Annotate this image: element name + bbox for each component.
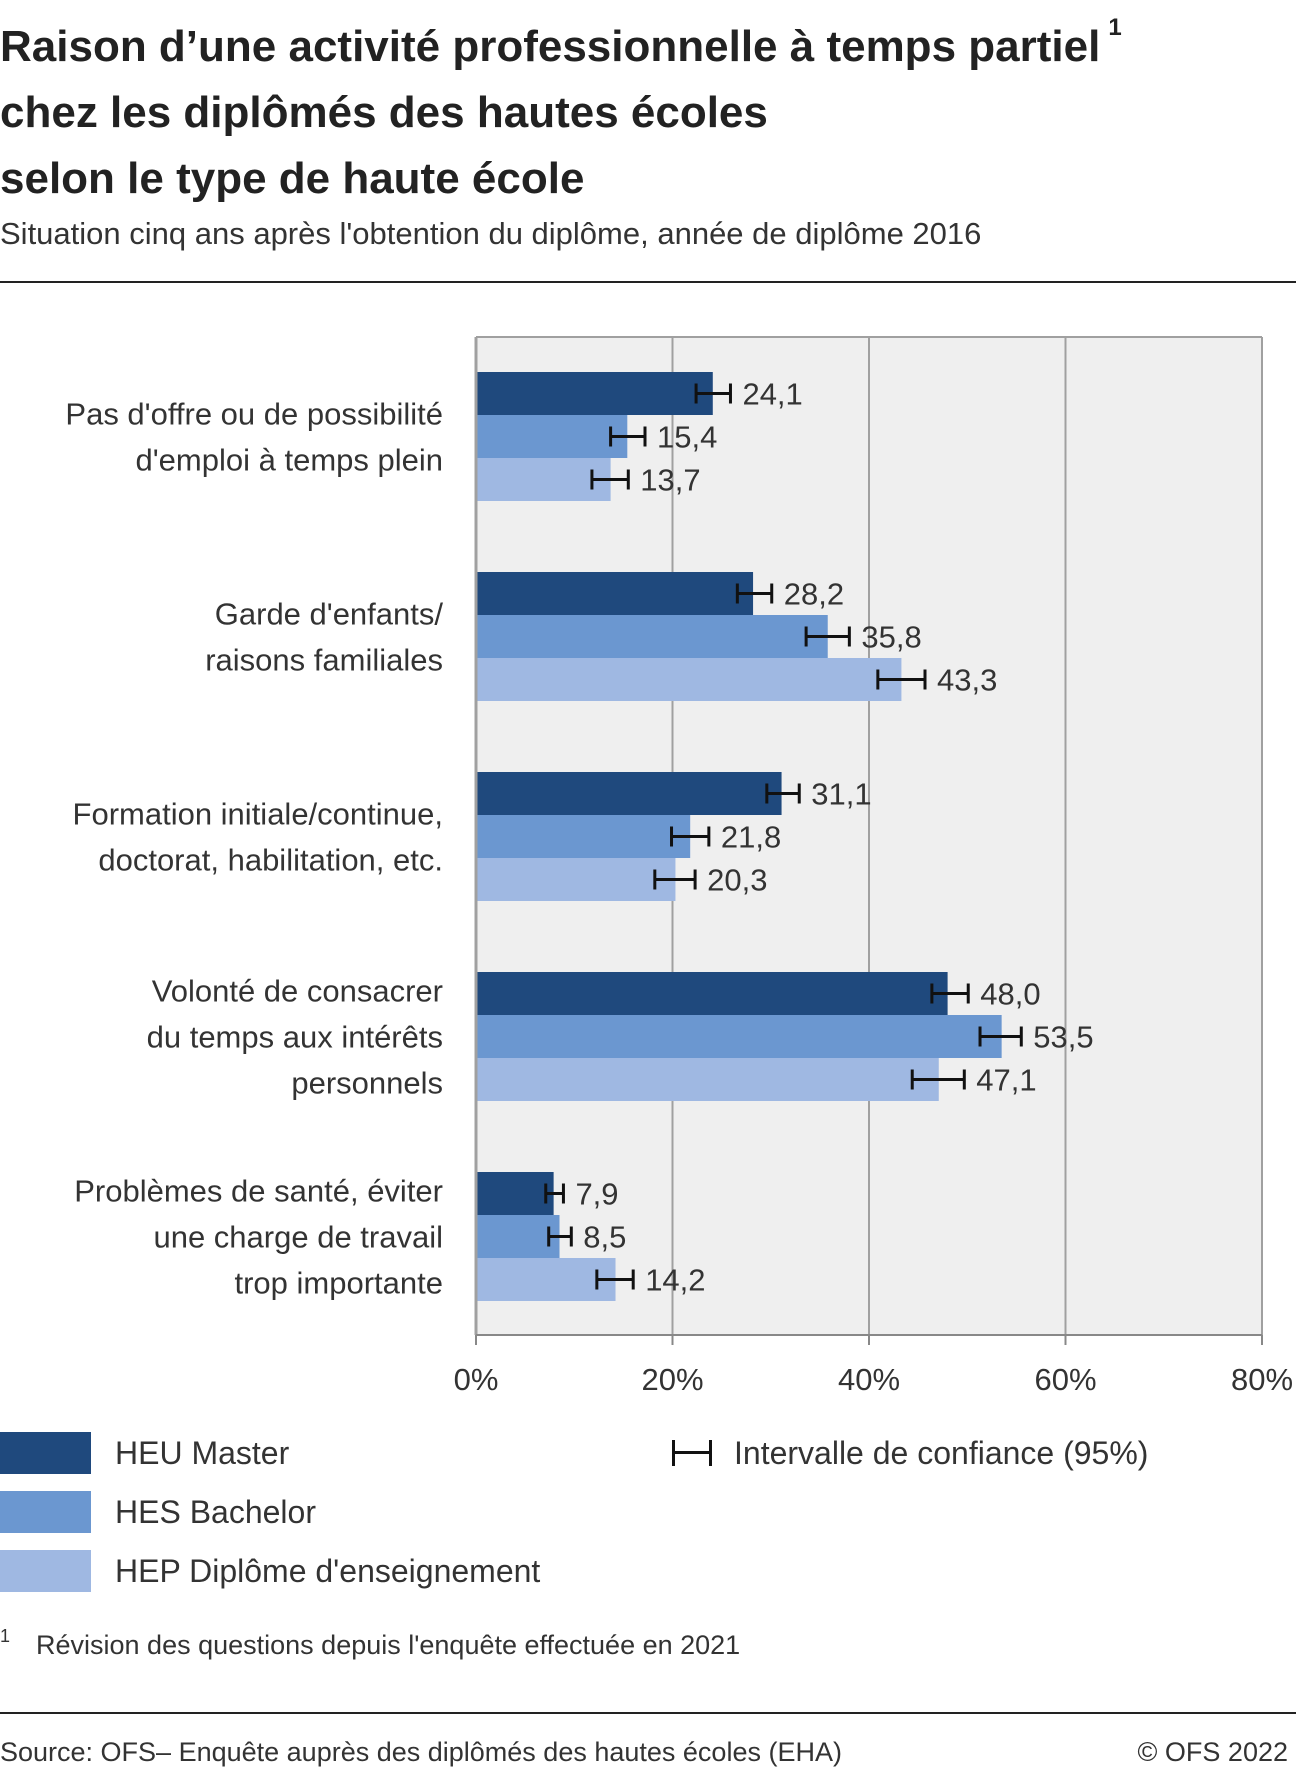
legend-label-hep-diplome: HEP Diplôme d'enseignement [115, 1552, 541, 1589]
category-label: doctorat, habilitation, etc. [98, 843, 443, 878]
title-footnote-mark: 1 [1108, 14, 1122, 41]
legend-swatch-hes-bachelor [0, 1491, 91, 1533]
title-line-1: Raison d’une activité professionnelle à … [0, 14, 1122, 71]
x-tick-label: 20% [641, 1362, 703, 1397]
data-label: 53,5 [1033, 1020, 1093, 1055]
bar [476, 615, 828, 658]
footnote-mark: 1 [0, 1626, 11, 1646]
category-label: Problèmes de santé, éviter [74, 1174, 443, 1209]
bar [476, 815, 691, 858]
bar [476, 1015, 1002, 1058]
bar [476, 572, 754, 615]
legend-swatch-heu-master [0, 1432, 91, 1474]
x-tick-label: 40% [838, 1362, 900, 1397]
bottom-divider [0, 1712, 1296, 1714]
x-tick-label: 60% [1034, 1362, 1096, 1397]
category-label: Volonté de consacrer [152, 974, 443, 1009]
legend-swatch-hep-diplome [0, 1550, 91, 1592]
legend-label-heu-master: HEU Master [115, 1434, 290, 1471]
title-line-3: selon le type de haute école [0, 154, 585, 203]
data-label: 14,2 [645, 1263, 705, 1298]
title-line-2: chez les diplômés des hautes écoles [0, 88, 768, 137]
data-label: 48,0 [980, 977, 1040, 1012]
data-label: 21,8 [721, 820, 781, 855]
bar [476, 972, 948, 1015]
data-label: 24,1 [742, 377, 802, 412]
category-label: Formation initiale/continue, [73, 797, 443, 832]
legend-item-heu-master: HEU Master [0, 1432, 289, 1474]
data-label: 28,2 [784, 577, 844, 612]
footnote: 1 Révision des questions depuis l'enquête… [0, 1626, 741, 1661]
legend-item-confidence-interval: Intervalle de confiance (95%) [672, 1432, 1148, 1474]
category-label: personnels [291, 1066, 443, 1101]
data-label: 47,1 [976, 1063, 1036, 1098]
data-label: 15,4 [657, 420, 717, 455]
data-label: 7,9 [575, 1177, 618, 1212]
bar [476, 1258, 616, 1301]
data-label: 20,3 [707, 863, 767, 898]
footnote-text: Révision des questions depuis l'enquête … [36, 1630, 741, 1660]
x-tick-label: 0% [454, 1362, 499, 1397]
data-label: 35,8 [861, 620, 921, 655]
bar [476, 658, 902, 701]
category-label: Garde d'enfants/ [215, 597, 444, 632]
bar [476, 372, 713, 415]
top-divider [0, 281, 1296, 283]
category-label: du temps aux intérêts [147, 1020, 443, 1055]
category-label: une charge de travail [153, 1220, 443, 1255]
category-label: trop importante [235, 1266, 444, 1301]
bar-chart: 24,1 15,4 13,7 Pas d'offre ou de possibilit… [65, 336, 1293, 1397]
legend-item-hes-bachelor: HES Bachelor [0, 1491, 316, 1533]
bar [476, 415, 628, 458]
legend-label-hes-bachelor: HES Bachelor [115, 1493, 316, 1530]
data-label: 31,1 [811, 777, 871, 812]
bar [476, 1172, 554, 1215]
category-label: d'emploi à temps plein [136, 443, 443, 478]
bar [476, 1215, 560, 1258]
data-label: 43,3 [937, 663, 997, 698]
category-label: raisons familiales [205, 643, 443, 678]
source-text: Source: OFS– Enquête auprès des diplômés… [0, 1737, 842, 1767]
legend-label-confidence-interval: Intervalle de confiance (95%) [734, 1434, 1149, 1471]
error-bar-icon [672, 1440, 712, 1466]
bar [476, 458, 611, 501]
bar [476, 772, 782, 815]
copyright-text: © OFS 2022 [1137, 1737, 1288, 1767]
chart-subtitle: Situation cinq ans après l'obtention du … [0, 216, 982, 251]
legend-item-hep-diplome: HEP Diplôme d'enseignement [0, 1550, 540, 1592]
category-label: Pas d'offre ou de possibilité [65, 397, 443, 432]
data-label: 13,7 [640, 463, 700, 498]
chart-title: Raison d’une activité professionnelle à … [0, 14, 1280, 212]
x-tick-label: 80% [1231, 1362, 1293, 1397]
data-label: 8,5 [583, 1220, 626, 1255]
bar [476, 1058, 939, 1101]
bar [476, 858, 676, 901]
